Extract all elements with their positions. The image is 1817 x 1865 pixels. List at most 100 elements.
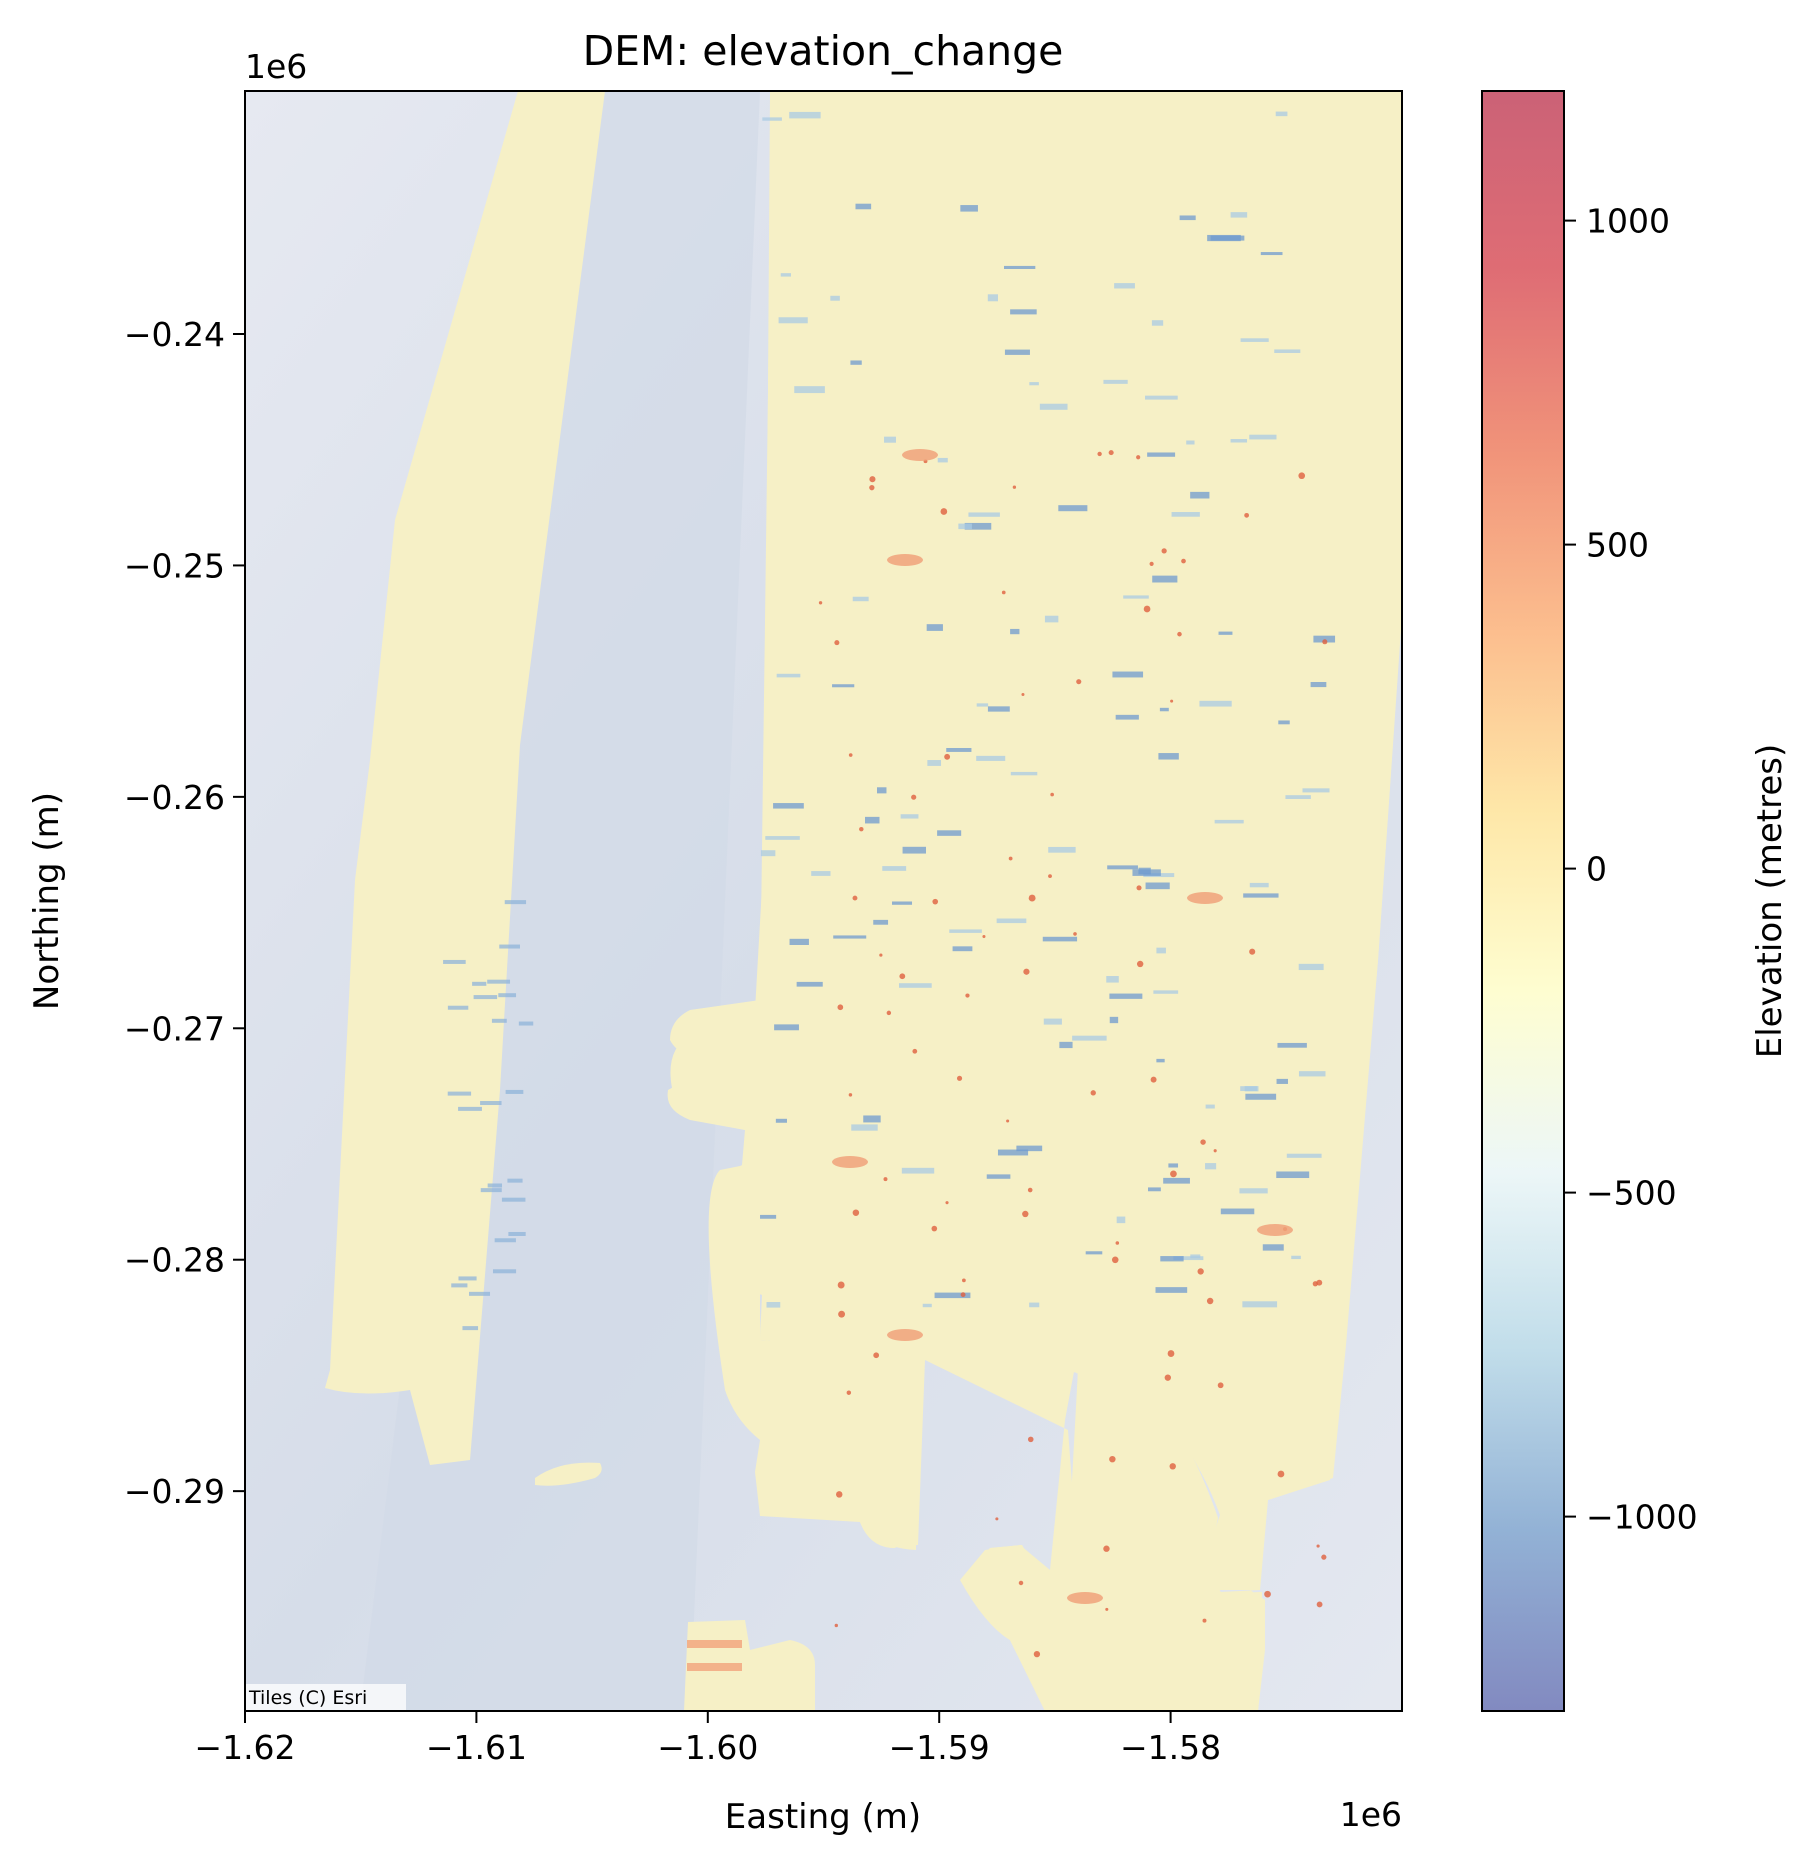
anomaly-band [687,1663,742,1671]
anomaly-streak [1043,1018,1062,1025]
dem-anomalies [443,111,1336,1671]
anomaly-streak [765,836,800,840]
anomaly-streak [1242,1301,1278,1308]
anomaly-band [687,1640,742,1648]
x-tick-label: −1.62 [194,1728,295,1767]
anomaly-streak [505,1089,524,1094]
x-tick-label: −1.61 [426,1728,527,1767]
anomaly-hotspot [1257,1224,1293,1236]
anomaly-streak [850,360,862,365]
anomaly-dot [1097,451,1102,457]
anomaly-hotspot [902,449,938,461]
anomaly-streak [507,1178,523,1183]
anomaly-streak [1243,893,1279,898]
anomaly-streak [1158,753,1179,760]
anomaly-dot [1008,856,1013,861]
anomaly-streak [447,1005,469,1010]
anomaly-streak [1109,1016,1119,1024]
anomaly-streak [832,684,855,688]
anomaly-dot [818,601,823,605]
anomaly-streak [1230,439,1248,443]
anomaly-streak [1171,512,1200,517]
anomaly-streak [1004,349,1030,355]
anomaly-streak [766,1302,781,1308]
anomaly-dot [1033,1650,1041,1658]
anomaly-streak [1155,1287,1188,1293]
anomaly-streak [1044,615,1059,623]
anomaly-streak [1168,1163,1179,1168]
x-axis-ticks: −1.62 −1.61 −1.60 −1.59 −1.58 [194,1711,1221,1767]
anomaly-streak [1123,595,1149,599]
anomaly-dot [1108,450,1114,456]
anomaly-dot [1012,485,1017,489]
anomaly-dot [995,1517,999,1521]
y-axis-offset: 1e6 [245,47,307,86]
anomaly-dot [879,953,883,957]
anomaly-streak [501,1197,526,1202]
anomaly-streak [1199,700,1232,707]
anomaly-dot [1048,874,1052,879]
anomaly-streak [1275,111,1288,117]
anomaly-streak [796,981,823,987]
anomaly-streak [1298,963,1324,971]
anomaly-dot [1115,1241,1120,1245]
anomaly-streak [760,1214,777,1219]
anomaly-streak [1277,1042,1307,1048]
anomaly-dot [1143,605,1151,613]
anomaly-streak [1179,215,1196,221]
colorbar-label: Elevation (metres) [1750,744,1790,1059]
anomaly-streak [863,1115,881,1123]
anomaly-streak [1244,1086,1259,1092]
anomaly-streak [1147,452,1176,457]
anomaly-dot [1073,932,1077,936]
anomaly-dot [1149,561,1154,566]
anomaly-streak [1145,395,1178,400]
anomaly-streak [1010,309,1037,315]
anomaly-hotspot [887,1329,923,1341]
anomaly-dot [1298,472,1306,480]
anomaly-streak [780,273,791,277]
anomaly-streak [776,673,801,678]
anomaly-dot [1177,631,1182,637]
anomaly-streak [830,295,840,301]
anomaly-streak [1029,1302,1040,1308]
anomaly-streak [892,901,913,905]
anomaly-dot [945,1201,949,1205]
dem-main-core [667,91,1402,1500]
anomaly-dot [1105,1607,1109,1611]
anomaly-dot [852,1209,860,1216]
dem-strip-left [325,91,605,1465]
anomaly-streak [1239,1188,1268,1194]
anomaly-streak [976,755,1006,761]
dem-coverage [325,91,1402,1711]
anomaly-dot [852,895,858,901]
anomaly-streak [1156,947,1166,954]
anomaly-streak [762,117,782,121]
anomaly-streak [937,830,962,836]
anomaly-streak [902,846,927,854]
anomaly-dot [1109,1455,1116,1463]
anomaly-streak [997,1149,1029,1156]
anomaly-dot [859,826,864,832]
anomaly-streak [937,457,948,463]
anomaly-streak [1114,283,1135,289]
anomaly-streak [855,203,872,210]
anomaly-streak [473,995,498,1000]
x-axis-offset: 1e6 [1340,1795,1402,1834]
anomaly-streak [504,900,527,905]
anomaly-hotspot [887,554,923,566]
anomaly-dot [1181,558,1186,564]
anomaly-dot [931,1225,938,1232]
anomaly-dot [1169,1463,1176,1470]
anomaly-streak [1249,434,1277,440]
anomaly-streak [794,386,825,394]
y-tick-label: −0.28 [124,1241,225,1280]
colorbar: 1000 500 0 −500 −1000 Elevation (metres) [1481,90,1790,1712]
anomaly-dot [886,1010,892,1016]
anomaly-streak [1059,1041,1073,1049]
anomaly-streak [958,523,972,530]
anomaly-dot [1170,1170,1177,1178]
anomaly-streak [1085,1251,1103,1255]
anomaly-streak [498,993,517,998]
